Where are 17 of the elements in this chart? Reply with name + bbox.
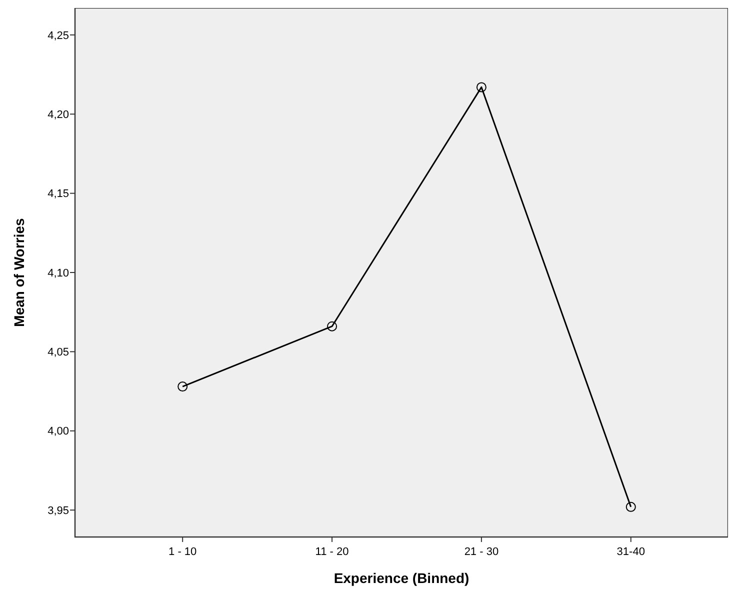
y-axis-title: Mean of Worries xyxy=(11,218,27,327)
point xyxy=(178,382,188,392)
x-tick-label: 1 - 10 xyxy=(168,546,197,558)
y-tick-label: 4,25 xyxy=(48,30,69,42)
y-tick-label: 4,15 xyxy=(48,188,69,200)
point xyxy=(626,502,636,512)
x-axis-title: Experience (Binned) xyxy=(334,570,470,586)
x-tick-label: 21 - 30 xyxy=(464,546,499,558)
point xyxy=(327,321,338,332)
y-tick-label: 3,95 xyxy=(48,504,69,517)
x-tick-label: 31-40 xyxy=(616,546,645,558)
y-tick-label: 4,10 xyxy=(48,267,69,280)
point xyxy=(476,82,486,92)
y-tick-label: 4,20 xyxy=(48,108,69,121)
x-tick-label: 11 - 20 xyxy=(315,546,349,558)
y-tick-label: 4,05 xyxy=(48,346,69,359)
y-tick-label: 4,00 xyxy=(48,426,69,438)
